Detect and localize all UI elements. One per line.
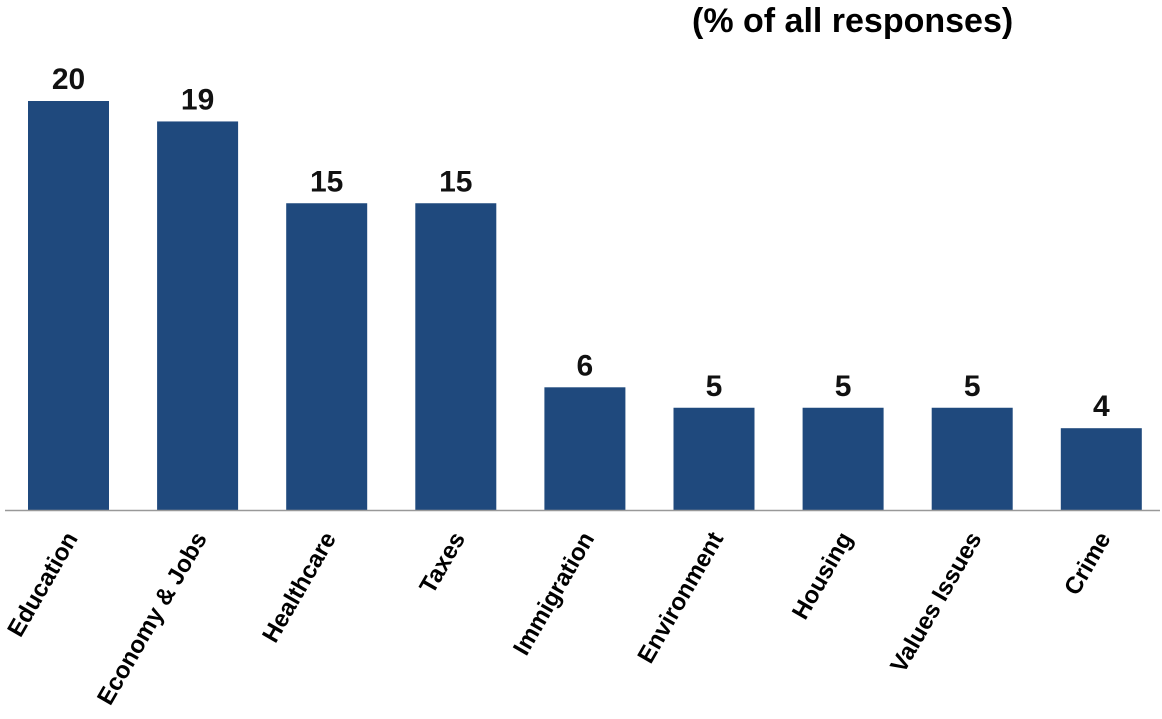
bars-group bbox=[28, 101, 1142, 510]
value-label-7: 5 bbox=[964, 370, 981, 403]
bar-6 bbox=[802, 407, 884, 510]
value-label-0: 20 bbox=[52, 63, 85, 96]
category-labels-group: Education Economy & Jobs Healthcare Taxes Im… bbox=[2, 527, 1116, 709]
value-label-6: 5 bbox=[835, 370, 852, 403]
value-label-4: 6 bbox=[577, 349, 594, 382]
category-label-0: Education bbox=[2, 528, 83, 642]
bar-0 bbox=[28, 101, 109, 510]
category-label-3: Taxes bbox=[414, 528, 471, 599]
category-label-2: Healthcare bbox=[257, 528, 342, 648]
bar-4 bbox=[544, 387, 626, 510]
bar-8 bbox=[1060, 428, 1142, 510]
bar-7 bbox=[931, 407, 1013, 510]
value-label-2: 15 bbox=[310, 165, 343, 198]
category-label-7: Values Issues bbox=[885, 527, 987, 677]
bar-1 bbox=[157, 121, 239, 510]
chart-subtitle: (% of all responses) bbox=[692, 2, 1014, 40]
category-label-4: Immigration bbox=[508, 528, 600, 660]
bar-5 bbox=[673, 407, 755, 510]
value-label-8: 4 bbox=[1093, 390, 1110, 423]
bar-2 bbox=[286, 203, 368, 510]
category-label-1: Economy & Jobs bbox=[92, 528, 213, 710]
value-label-1: 19 bbox=[181, 83, 214, 116]
category-label-8: Crime bbox=[1059, 528, 1116, 600]
value-label-3: 15 bbox=[439, 165, 472, 198]
category-label-5: Environment bbox=[632, 527, 729, 668]
value-labels-group: 20 19 15 15 6 5 5 5 4 bbox=[52, 63, 1110, 423]
category-label-6: Housing bbox=[787, 528, 858, 625]
value-label-5: 5 bbox=[706, 370, 723, 403]
bar-3 bbox=[415, 203, 497, 510]
